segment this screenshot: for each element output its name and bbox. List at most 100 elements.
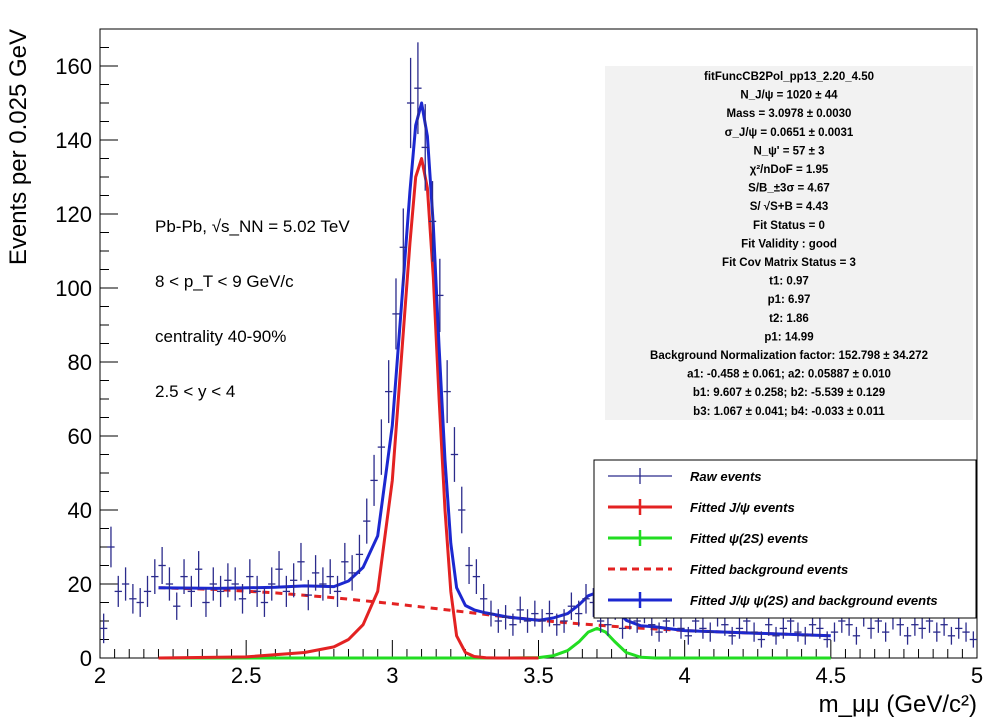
raw-event-point [290, 563, 298, 598]
y-axis-title: Events per 0.025 GeV [5, 29, 32, 265]
raw-event-point [180, 559, 188, 594]
legend-label: Fitted ψ(2S) events [690, 531, 808, 546]
raw-event-point [231, 567, 239, 601]
raw-event-point [575, 600, 583, 627]
legend-label: Raw events [690, 469, 762, 484]
x-axis: 2 2.5 3 3.5 4 4.5 5 [94, 640, 983, 688]
raw-event-point [216, 575, 225, 607]
raw-event-point [100, 613, 108, 644]
raw-event-point [341, 542, 349, 581]
y-tick-label: 160 [55, 54, 92, 79]
y-tick-label: 20 [68, 572, 92, 597]
raw-event-point [494, 609, 502, 633]
raw-event-point [772, 626, 780, 645]
raw-event-point [706, 622, 714, 642]
raw-event-point [414, 42, 422, 135]
y-tick-label: 80 [68, 350, 92, 375]
raw-event-point [238, 584, 247, 614]
raw-event-point [304, 579, 312, 611]
raw-event-point [947, 626, 956, 645]
raw-event-point [516, 596, 524, 624]
fit-stats: fitFuncCB2Pol_pp13_2.20_4.50 N_J/ψ = 1020… [650, 71, 928, 418]
legend-label: Fitted J/ψ ψ(2S) and background events [690, 593, 938, 608]
raw-event-point [750, 622, 758, 642]
raw-event-point [209, 567, 217, 601]
raw-event-point [399, 208, 407, 287]
raw-event-point [465, 547, 473, 584]
y-axis: 0 20 40 60 80 100 120 140 160 [55, 28, 118, 671]
fit-stat-line: p1: 14.99 [764, 331, 813, 343]
annotation-line: Pb-Pb, √s_NN = 5.02 TeV [155, 217, 350, 236]
raw-event-point [480, 584, 488, 614]
raw-event-point [962, 622, 970, 642]
raw-event-point [385, 360, 393, 424]
raw-event-point [319, 567, 327, 601]
fit-stat-line: S/B_±3σ = 4.67 [748, 183, 830, 195]
raw-event-point [268, 567, 276, 601]
y-tick-label: 60 [68, 424, 92, 449]
x-tick-label: 3.5 [523, 663, 554, 688]
legend-entry: Raw events [608, 468, 762, 484]
fit-stat-line: Background Normalization factor: 152.798… [650, 350, 928, 362]
raw-event-point [370, 454, 378, 506]
annotation-block: Pb-Pb, √s_NN = 5.02 TeV 8 < p_T < 9 GeV/c… [155, 217, 350, 401]
raw-event-point [881, 622, 890, 642]
raw-event-point [348, 555, 356, 591]
raw-event-point [933, 622, 941, 642]
raw-event-point [472, 559, 481, 594]
raw-event-point [260, 588, 269, 617]
fit-stat-line: t1: 0.97 [769, 276, 809, 288]
fit-stats-box [605, 66, 973, 420]
y-tick-label: 140 [55, 128, 92, 153]
y-tick-label: 120 [55, 202, 92, 227]
raw-event-point [355, 534, 364, 575]
raw-event-point [509, 613, 517, 636]
raw-event-point [969, 631, 977, 648]
legend-entry: Fitted ψ(2S) events [608, 530, 808, 546]
raw-event-point [918, 618, 926, 639]
raw-event-point [487, 600, 495, 627]
raw-event-point [377, 419, 386, 475]
raw-event-point [867, 618, 875, 639]
raw-event-point [677, 618, 685, 639]
fit-stat-line: Fit Validity : good [741, 238, 837, 250]
raw-event-point [253, 575, 261, 607]
raw-event-point [151, 559, 159, 594]
raw-event-point [560, 609, 568, 633]
raw-event-point [158, 547, 166, 584]
raw-event-point [801, 626, 809, 645]
x-tick-label: 5 [971, 663, 983, 688]
raw-event-point [699, 618, 707, 639]
fit-stat-line: σ_J/ψ = 0.0651 ± 0.0031 [725, 127, 854, 139]
raw-event-point [187, 575, 196, 607]
raw-event-point [816, 618, 824, 639]
raw-event-point [830, 622, 839, 642]
raw-event-point [392, 278, 400, 350]
fit-stat-line: χ²/nDoF = 1.95 [750, 164, 829, 176]
x-axis-title: m_μμ (GeV/c²) [819, 691, 977, 718]
raw-event-point [450, 427, 459, 482]
raw-event-point [501, 605, 510, 630]
x-tick-label: 2.5 [231, 663, 262, 688]
raw-event-point [311, 555, 320, 591]
raw-event-point [443, 360, 451, 424]
raw-event-point [823, 631, 831, 648]
raw-event-point [436, 258, 444, 333]
raw-event-point [852, 626, 861, 645]
raw-event-point [655, 622, 663, 642]
raw-event-point [523, 609, 532, 633]
fit-stat-line: b3: 1.067 ± 0.041; b4: -0.033 ± 0.011 [693, 406, 885, 418]
legend: Raw events Fitted J/ψ events Fitted ψ(2S) … [608, 468, 938, 608]
raw-event-point [246, 559, 254, 594]
raw-event-point [428, 181, 437, 262]
raw-event-point [684, 626, 692, 645]
raw-event-point [406, 57, 415, 149]
raw-event-point [107, 526, 115, 568]
raw-event-point [202, 588, 210, 617]
x-tick-label: 3 [386, 663, 398, 688]
raw-event-point [553, 613, 561, 636]
jpsi-fit-curve [158, 157, 539, 660]
raw-event-point [114, 575, 122, 607]
raw-event-point [779, 618, 787, 639]
